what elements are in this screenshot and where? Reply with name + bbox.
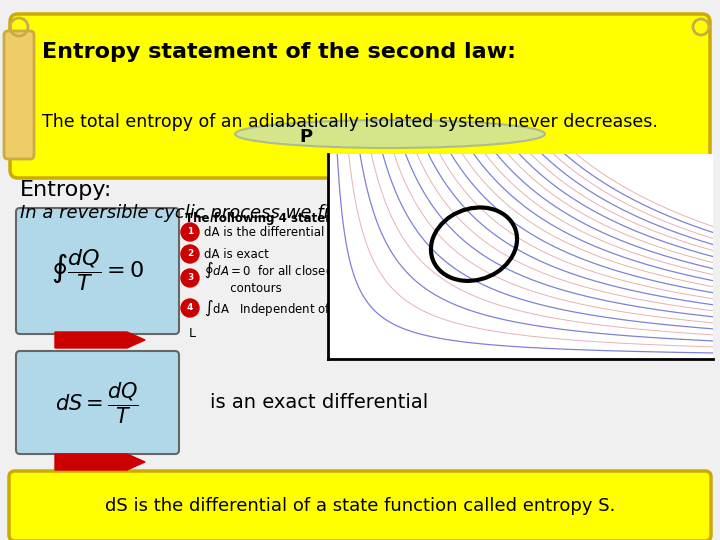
Text: dA is the differential of a function: dA is the differential of a function (204, 226, 402, 239)
Ellipse shape (235, 120, 545, 148)
Text: 1: 1 (187, 227, 193, 237)
Circle shape (181, 223, 199, 241)
Text: Entropy:: Entropy: (20, 180, 112, 200)
Text: 2: 2 (187, 249, 193, 259)
FancyBboxPatch shape (16, 351, 179, 454)
FancyBboxPatch shape (9, 471, 711, 540)
Text: is an exact differential: is an exact differential (210, 394, 428, 413)
Text: $\int$dA   Independent of the line connecting: $\int$dA Independent of the line connect… (204, 298, 446, 318)
Text: 3: 3 (187, 273, 193, 282)
Text: dS is the differential of a state function called entropy S.: dS is the differential of a state functi… (105, 497, 615, 515)
Text: In a reversible cyclic process we find: In a reversible cyclic process we find (20, 204, 351, 222)
Circle shape (181, 299, 199, 317)
Text: The following 4 statements imply each other: The following 4 statements imply each ot… (185, 212, 482, 225)
Text: $dS=\dfrac{dQ}{T}$: $dS=\dfrac{dQ}{T}$ (55, 380, 139, 426)
Text: L: L (189, 327, 196, 340)
Text: Entropy statement of the second law:: Entropy statement of the second law: (42, 42, 516, 62)
FancyArrow shape (55, 332, 145, 348)
Text: $\oint dA=0$  for all closed
       contours: $\oint dA=0$ for all closed contours (204, 261, 333, 295)
FancyArrow shape (55, 454, 145, 470)
Text: 4: 4 (186, 303, 193, 313)
Text: P: P (299, 127, 312, 146)
Text: dA is exact: dA is exact (204, 247, 269, 260)
FancyBboxPatch shape (4, 31, 34, 159)
FancyBboxPatch shape (10, 14, 710, 178)
Text: The total entropy of an adiabatically isolated system never decreases.: The total entropy of an adiabatically is… (42, 113, 658, 131)
Circle shape (181, 269, 199, 287)
FancyBboxPatch shape (16, 208, 179, 334)
Circle shape (181, 245, 199, 263)
Text: $\oint\dfrac{dQ}{T}=0$: $\oint\dfrac{dQ}{T}=0$ (50, 247, 143, 293)
